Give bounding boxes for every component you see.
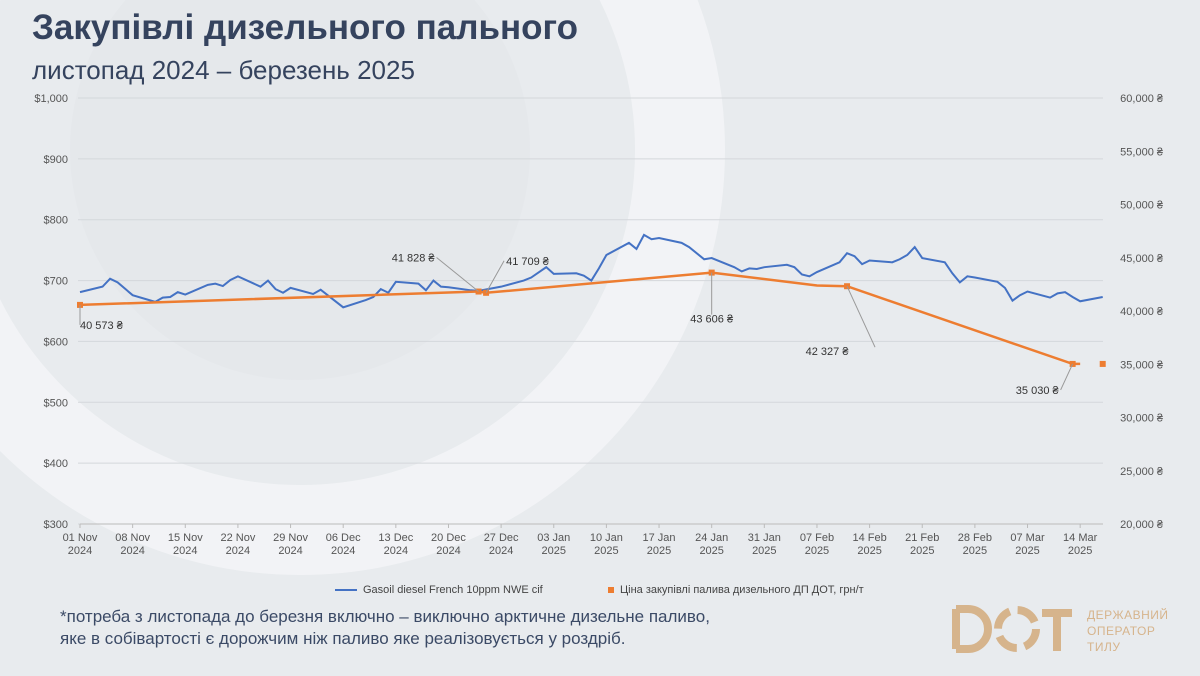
x-axis-tick-label: 03 Jan 2025 bbox=[537, 532, 570, 557]
x-axis-tick-label: 14 Mar 2025 bbox=[1063, 532, 1098, 557]
left-axis-tick-label: $900 bbox=[44, 154, 68, 166]
legend-item-gasoil: Gasoil diesel French 10ppm NWE cif bbox=[335, 584, 543, 596]
logo-line: ОПЕРАТОР bbox=[1087, 624, 1156, 638]
page-subtitle: листопад 2024 – березень 2025 bbox=[32, 55, 415, 85]
legend-marker-icon bbox=[608, 587, 614, 593]
left-axis-tick-label: $1,000 bbox=[34, 93, 68, 105]
series-line-gasoil bbox=[79, 233, 1103, 309]
right-axis-tick-label: 30,000 ₴ bbox=[1120, 413, 1164, 425]
right-axis-tick-label: 20,000 ₴ bbox=[1120, 519, 1164, 531]
x-axis-tick-label: 10 Jan 2025 bbox=[590, 532, 623, 557]
legend-item-dot-price: Ціна закупівлі палива дизельного ДП ДОТ,… bbox=[608, 584, 864, 596]
right-axis-tick-label: 55,000 ₴ bbox=[1120, 146, 1164, 158]
data-label: 42 327 ₴ bbox=[806, 346, 850, 358]
x-axis-tick-label: 20 Dec 2024 bbox=[431, 532, 466, 557]
right-axis-tick-label: 60,000 ₴ bbox=[1120, 93, 1164, 105]
legend-line-icon bbox=[335, 589, 357, 591]
x-axis-tick-label: 08 Nov 2024 bbox=[115, 532, 150, 557]
left-axis-tick-label: $500 bbox=[44, 397, 68, 409]
right-axis-tick-label: 45,000 ₴ bbox=[1120, 253, 1164, 265]
legend-label: Gasoil diesel French 10ppm NWE cif bbox=[363, 584, 543, 596]
page-title: Закупівлі дизельного пального bbox=[32, 8, 578, 47]
x-axis-tick-label: 24 Jan 2025 bbox=[695, 532, 728, 557]
data-label: 35 030 ₴ bbox=[1016, 385, 1060, 397]
x-axis-tick-label: 07 Feb 2025 bbox=[800, 532, 834, 557]
x-axis-tick-label: 29 Nov 2024 bbox=[273, 532, 308, 557]
x-axis-tick-label: 01 Nov 2024 bbox=[63, 532, 98, 557]
left-axis-tick-label: $700 bbox=[44, 276, 68, 288]
annotation-leader-line bbox=[485, 260, 505, 294]
annotation-leader-line bbox=[436, 257, 479, 292]
data-label: 40 573 ₴ bbox=[80, 320, 124, 332]
x-axis-tick-label: 06 Dec 2024 bbox=[326, 532, 361, 557]
legend-label: Ціна закупівлі палива дизельного ДП ДОТ,… bbox=[620, 584, 864, 596]
x-axis-tick-label: 15 Nov 2024 bbox=[168, 532, 203, 557]
dot-logo bbox=[952, 605, 1072, 653]
logo-line: ДЕРЖАВНИЙ bbox=[1087, 608, 1169, 622]
x-axis-tick-label: 27 Dec 2024 bbox=[484, 532, 519, 557]
logo-line: ТИЛУ bbox=[1087, 640, 1121, 654]
right-axis-tick-label: 40,000 ₴ bbox=[1120, 306, 1164, 318]
left-axis-tick-label: $400 bbox=[44, 458, 68, 470]
footnote: *потреба з листопада до березня включно … bbox=[60, 607, 710, 648]
x-axis-tick-label: 22 Nov 2024 bbox=[220, 532, 255, 557]
right-axis-tick-label: 50,000 ₴ bbox=[1120, 200, 1164, 212]
data-label: 41 709 ₴ bbox=[506, 256, 550, 268]
x-axis-tick-label: 31 Jan 2025 bbox=[748, 532, 781, 557]
x-axis-tick-label: 07 Mar 2025 bbox=[1010, 532, 1045, 557]
right-axis-tick-label: 35,000 ₴ bbox=[1120, 359, 1164, 371]
series-line-dot-price bbox=[79, 271, 1081, 366]
right-axis-tick-label: 25,000 ₴ bbox=[1120, 466, 1164, 478]
left-axis-tick-label: $800 bbox=[44, 215, 68, 227]
data-point-marker bbox=[1099, 360, 1106, 367]
x-axis-tick-label: 21 Feb 2025 bbox=[905, 532, 939, 557]
x-axis-tick-label: 14 Feb 2025 bbox=[852, 532, 886, 557]
annotation-leader-line bbox=[846, 286, 876, 348]
x-axis-tick-label: 28 Feb 2025 bbox=[958, 532, 992, 557]
data-label: 43 606 ₴ bbox=[690, 314, 734, 326]
left-axis-tick-label: $300 bbox=[44, 519, 68, 531]
x-axis-tick-label: 17 Jan 2025 bbox=[643, 532, 676, 557]
x-axis-tick-label: 13 Dec 2024 bbox=[378, 532, 413, 557]
logo-text: ДЕРЖАВНИЙ ОПЕРАТОР ТИЛУ bbox=[1087, 607, 1169, 655]
annotation-leader-line bbox=[1060, 363, 1074, 391]
data-label: 41 828 ₴ bbox=[392, 253, 436, 265]
left-axis-tick-label: $600 bbox=[44, 336, 68, 348]
